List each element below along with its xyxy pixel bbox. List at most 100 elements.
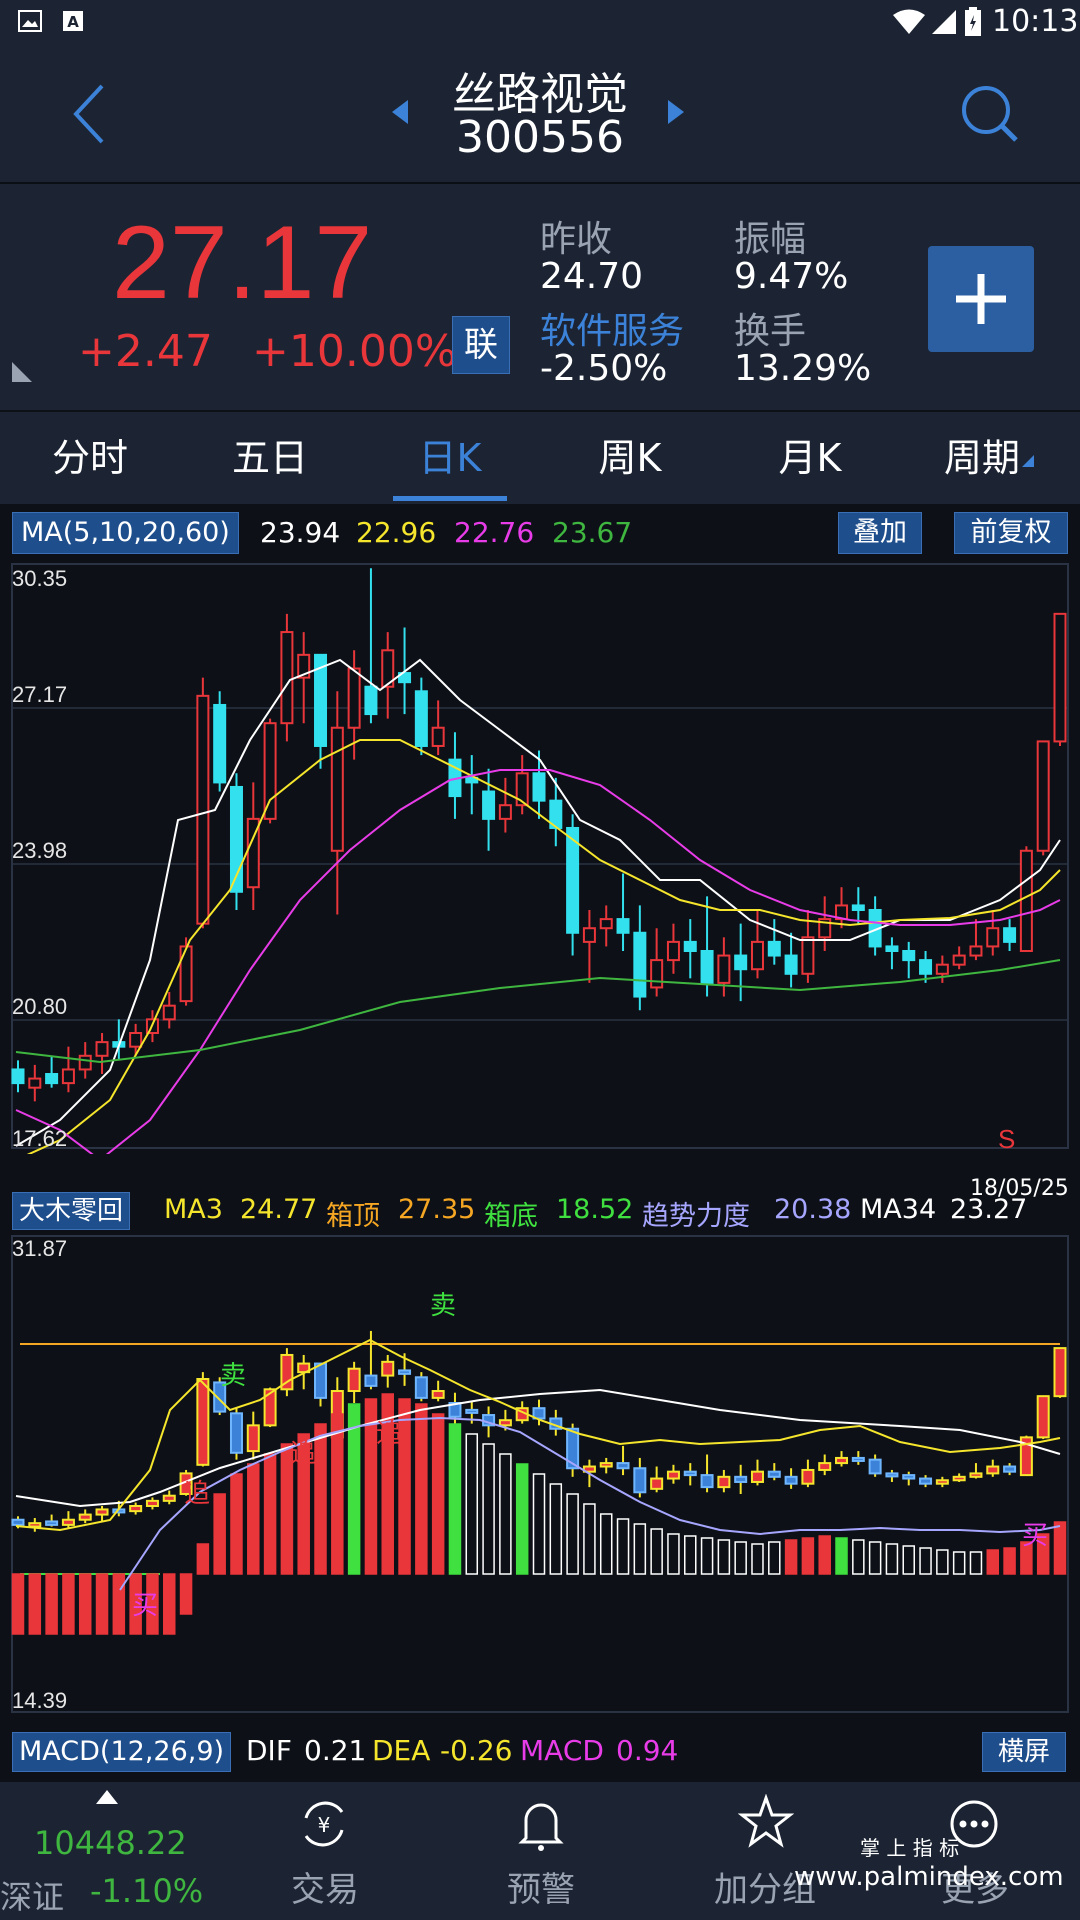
quote-panel: 27.17 +2.47 +10.00% 联 昨收 24.70 软件服务 -2.5…: [0, 184, 1080, 410]
candle-body: [280, 631, 294, 725]
next-stock-icon[interactable]: [666, 98, 686, 126]
macd-bar: [78, 1573, 92, 1635]
add-watchlist-button[interactable]: [928, 246, 1034, 352]
ind-candle-body: [314, 1362, 328, 1399]
svg-text:A: A: [67, 13, 79, 31]
buy-signal: 买: [132, 1591, 158, 1621]
ind-candle-body: [986, 1465, 1000, 1475]
candle-body: [616, 918, 630, 934]
candle-body: [767, 940, 781, 957]
macd-bar: [566, 1493, 579, 1575]
candle-body: [213, 703, 227, 784]
macd-bar: [919, 1547, 932, 1575]
landscape-button[interactable]: 横屏: [982, 1732, 1066, 1772]
candle-body: [95, 1041, 109, 1057]
ind-candle-body: [28, 1522, 42, 1528]
tab-five-day[interactable]: 五日: [231, 436, 308, 480]
svg-text:¥: ¥: [318, 1813, 331, 1837]
last-date: 18/05/25: [970, 1176, 1069, 1201]
back-icon[interactable]: [70, 82, 110, 146]
tab-monthly-k[interactable]: 月K: [778, 436, 842, 480]
ind-candle-body: [750, 1470, 764, 1483]
ind-candle-body: [246, 1424, 260, 1453]
ind-candle-body: [78, 1513, 92, 1521]
ind-candle-body: [666, 1470, 680, 1480]
corner-triangle-icon: [1022, 454, 1034, 467]
dif-value: 0.21: [304, 1734, 367, 1767]
ind-candle-body: [347, 1367, 361, 1393]
nav-watchlist[interactable]: 加分组: [700, 1792, 830, 1912]
up-arrow-icon[interactable]: [94, 1788, 120, 1806]
ma20-value: 22.76: [454, 516, 535, 549]
indicator-chart[interactable]: 31.87 14.39 卖 卖 追 追 追 买 买: [0, 1234, 1080, 1714]
overlay-button[interactable]: 叠加: [838, 512, 922, 554]
ma10-line: [26, 739, 1061, 1154]
ind-candle-body: [683, 1470, 697, 1477]
macd-bar: [902, 1545, 915, 1575]
y-tick-2: 27.17: [12, 682, 67, 707]
ind-candle-body: [263, 1388, 277, 1427]
candle-body: [1003, 927, 1017, 943]
nav-alert-label: 预警: [507, 1870, 575, 1910]
ind-candle-body: [868, 1458, 882, 1475]
adjust-button[interactable]: 前复权: [954, 512, 1068, 554]
tab-weekly-k[interactable]: 周K: [598, 436, 662, 480]
ind-candle-body: [465, 1408, 479, 1414]
search-icon[interactable]: [958, 82, 1022, 146]
chart-area[interactable]: MA(5,10,20,60) 23.94 22.96 22.76 23.67 叠…: [0, 506, 1080, 1781]
candle-body: [398, 672, 412, 684]
ind-candle-body: [851, 1456, 865, 1462]
ind-candle-body: [196, 1378, 210, 1466]
ind-candle-body: [717, 1475, 731, 1489]
candle-body: [263, 722, 277, 820]
macd-bar: [969, 1551, 983, 1575]
tab-daily-k[interactable]: 日K: [418, 436, 482, 480]
box-bottom-value: 18.52: [556, 1194, 634, 1225]
ind-candle-body: [61, 1518, 75, 1526]
ind-candle-body: [11, 1518, 25, 1526]
tab-period-label: 周期: [943, 436, 1020, 480]
macd-bar: [986, 1549, 1000, 1575]
macd-value-label: MACD: [520, 1734, 604, 1767]
prev-stock-icon[interactable]: [390, 98, 410, 126]
macd-label[interactable]: MACD(12,26,9): [12, 1732, 232, 1772]
lian-button[interactable]: 联: [452, 316, 510, 374]
candle-body: [179, 945, 193, 1003]
amplitude-label: 振幅: [734, 219, 807, 260]
tab-intraday[interactable]: 分时: [51, 436, 128, 480]
candle-body: [482, 790, 496, 820]
macd-bar: [650, 1528, 663, 1575]
macd-bar: [381, 1393, 394, 1575]
watermark-line2: www.palmindex.com: [794, 1862, 1064, 1892]
nav-more[interactable]: 更多: [920, 1792, 1030, 1912]
macd-bar: [700, 1537, 714, 1575]
indicator-name[interactable]: 大木零回: [12, 1192, 131, 1230]
y-tick-3: 23.98: [12, 838, 67, 863]
ind-candle-body: [162, 1494, 176, 1502]
ind-candle-body: [414, 1376, 428, 1399]
candlestick-chart[interactable]: 30.35 27.17 23.98 20.80 17.62 S: [0, 558, 1080, 1154]
macd-bar: [1053, 1521, 1067, 1575]
y-tick-1: 30.35: [12, 566, 67, 591]
macd-bar: [549, 1483, 563, 1575]
ma-label[interactable]: MA(5,10,20,60): [12, 512, 239, 554]
macd-bar: [163, 1573, 176, 1635]
nav-alert[interactable]: 预警: [486, 1792, 596, 1912]
candle-body: [700, 949, 714, 984]
index-value[interactable]: 10448.22: [34, 1824, 187, 1862]
nav-trade[interactable]: ¥ 交易: [270, 1792, 380, 1912]
tab-period[interactable]: 周期: [920, 412, 1060, 504]
ind-y-low: 14.39: [12, 1688, 67, 1713]
macd-bar: [280, 1443, 294, 1575]
ind-candle-body: [398, 1369, 412, 1375]
sector-label[interactable]: 软件服务: [540, 311, 685, 352]
ind-candle-body: [145, 1499, 159, 1508]
candle-body: [885, 945, 899, 952]
ind-candle-body: [734, 1475, 748, 1483]
ind-candle-body: [381, 1360, 395, 1377]
macd-bar: [835, 1537, 848, 1575]
candle-body: [734, 954, 748, 971]
macd-bar: [1020, 1541, 1033, 1575]
amplitude-value: 9.47%: [734, 256, 849, 297]
ind-candle-body: [364, 1374, 378, 1387]
